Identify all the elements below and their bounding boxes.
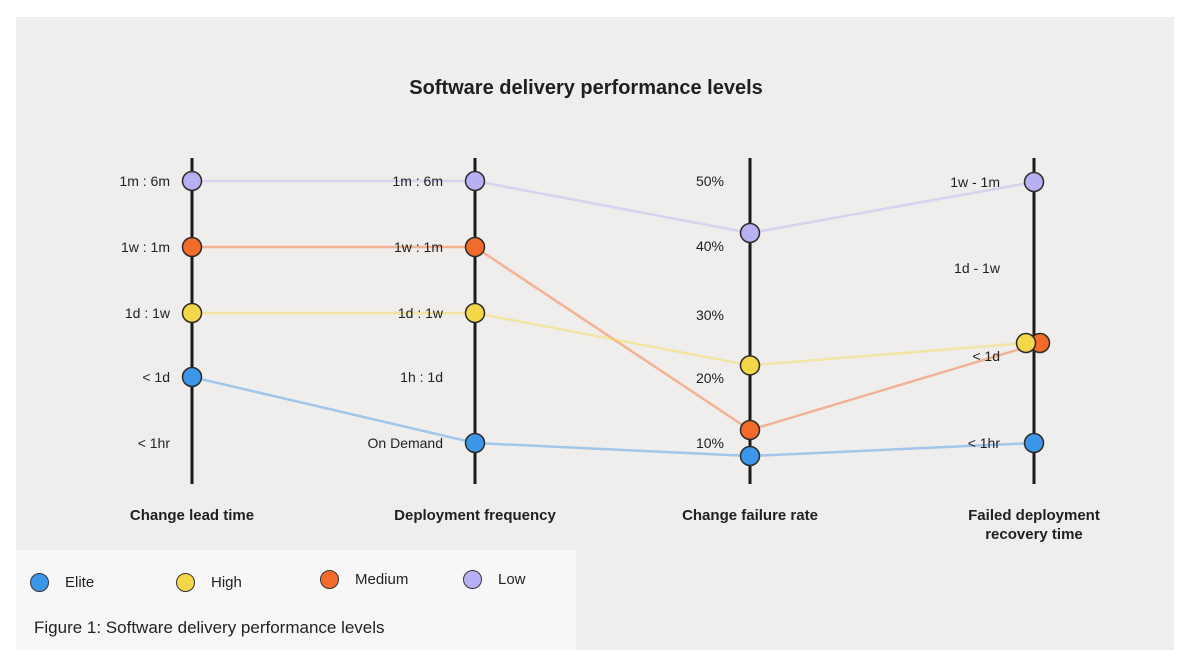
data-point-elite (181, 366, 203, 388)
tick-label: 40% (696, 238, 724, 254)
data-point-medium (181, 236, 203, 258)
legend-item-low: Low (463, 566, 526, 592)
data-point-high (181, 302, 203, 324)
chart-panel (16, 17, 1174, 650)
data-point-elite (464, 432, 486, 454)
tick-label: < 1d (972, 348, 1000, 364)
axis-title-change-failure-rate: Change failure rate (682, 507, 818, 524)
legend-label: Elite (65, 573, 95, 591)
series-line-low (192, 179, 1035, 235)
tick-label: < 1d (142, 369, 170, 385)
data-point-low (1023, 171, 1045, 193)
tick-label: 1d : 1w (398, 305, 444, 321)
legend-swatch (320, 569, 339, 589)
chart-title: Software delivery performance levels (409, 77, 763, 99)
data-point-elite (1023, 432, 1045, 454)
legend-item-medium: Medium (320, 566, 408, 592)
data-point-high (739, 355, 761, 376)
axis-title-failed-deployment-recovery-time: Failed deployment recovery time (968, 507, 1100, 543)
tick-label: 10% (696, 435, 724, 451)
data-point-high (1015, 332, 1037, 354)
tick-label: 1m : 6m (392, 173, 443, 189)
tick-label: 1h : 1d (400, 369, 443, 385)
legend-label: High (211, 573, 242, 591)
tick-label: 30% (696, 307, 724, 323)
tick-label: 1m : 6m (119, 173, 170, 189)
tick-label: 20% (696, 370, 724, 386)
legend-swatch (176, 572, 195, 592)
series-line-medium (192, 245, 1041, 432)
legend-swatch (30, 572, 49, 592)
tick-label: 1d - 1w (954, 260, 1001, 276)
legend-label: Low (498, 570, 526, 588)
data-point-high (464, 302, 486, 324)
data-point-low (464, 170, 486, 192)
tick-label: 1w - 1m (950, 174, 1000, 190)
data-point-low (181, 170, 203, 192)
legend-item-high: High (176, 569, 242, 595)
tick-label: On Demand (368, 435, 443, 451)
tick-label: 1w : 1m (121, 239, 170, 255)
tick-label: < 1hr (968, 435, 1001, 451)
legend-caption-area (16, 550, 576, 650)
tick-label: 1d : 1w (125, 305, 171, 321)
tick-label: 50% (696, 173, 724, 189)
axis-title-deployment-frequency: Deployment frequency (394, 507, 556, 524)
data-point-low (739, 222, 761, 244)
series-line-high (192, 311, 1027, 367)
legend-item-elite: Elite (30, 569, 94, 595)
tick-label: 1w : 1m (394, 239, 443, 255)
axis-title-change-lead-time: Change lead time (130, 507, 254, 524)
data-point-elite (739, 445, 761, 467)
data-point-medium (739, 419, 761, 441)
series-line-elite (191, 375, 1035, 458)
figure-caption: Figure 1: Software delivery performance … (34, 618, 385, 637)
legend-label: Medium (355, 570, 409, 588)
tick-label: < 1hr (138, 435, 171, 451)
legend-swatch (463, 569, 482, 589)
data-point-medium (464, 236, 486, 258)
